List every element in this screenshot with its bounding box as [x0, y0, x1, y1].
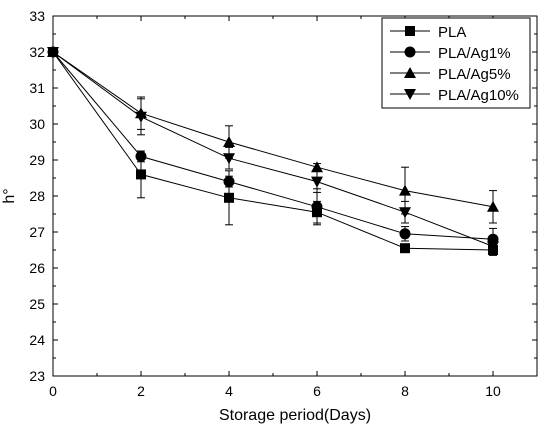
data-point	[487, 241, 499, 253]
y-tick-label: 29	[29, 152, 45, 168]
series-line	[52, 51, 494, 251]
legend-marker	[404, 67, 416, 78]
data-point	[135, 111, 147, 123]
y-tick-label: 31	[29, 80, 45, 96]
y-axis: 23 24 25 26 27 28 29 30 31 32 33	[29, 8, 537, 384]
x-tick-label: 6	[313, 383, 321, 399]
series-line	[52, 51, 494, 208]
legend-label: PLA/Ag5%	[438, 66, 511, 83]
x-tick-label: 8	[401, 383, 409, 399]
y-tick-label: 24	[29, 332, 45, 348]
x-tick-label: 4	[225, 383, 233, 399]
x-axis-title: Storage period(Days)	[219, 407, 371, 424]
legend-label: PLA	[438, 24, 466, 41]
series-line	[52, 51, 494, 240]
data-point	[223, 176, 235, 188]
x-tick-label: 2	[137, 383, 145, 399]
legend-marker	[404, 89, 416, 100]
y-tick-label: 33	[29, 8, 45, 24]
y-axis-title: h°	[1, 188, 18, 203]
y-tick-label: 25	[29, 296, 45, 312]
legend-marker	[405, 26, 415, 36]
series-2	[47, 46, 499, 251]
data-point	[399, 184, 411, 196]
legend-marker	[404, 46, 416, 58]
y-tick-label: 27	[29, 224, 45, 240]
series-line	[52, 51, 494, 247]
y-tick-label: 32	[29, 44, 45, 60]
series-layer	[47, 46, 499, 256]
data-point	[311, 161, 323, 173]
data-point	[223, 136, 235, 147]
data-point	[399, 207, 411, 219]
data-point	[136, 169, 146, 180]
y-tick-label: 23	[29, 368, 45, 384]
data-point	[47, 47, 59, 58]
legend-label: PLA/Ag10%	[438, 87, 519, 104]
legend: PLA PLA/Ag1% PLA/Ag5% PLA/Ag10%	[381, 17, 531, 109]
data-point	[400, 243, 410, 254]
data-point	[311, 201, 323, 213]
data-point	[399, 228, 411, 240]
y-tick-label: 26	[29, 260, 45, 276]
data-point	[223, 153, 235, 165]
x-tick-label: 10	[485, 383, 501, 399]
data-point	[311, 176, 323, 188]
x-tick-label: 0	[49, 383, 57, 399]
series-4	[47, 47, 499, 253]
data-point	[135, 150, 147, 162]
data-point	[487, 200, 499, 212]
y-tick-label: 28	[29, 188, 45, 204]
data-point	[224, 192, 234, 203]
legend-label: PLA/Ag1%	[438, 45, 511, 62]
y-tick-label: 30	[29, 116, 45, 132]
